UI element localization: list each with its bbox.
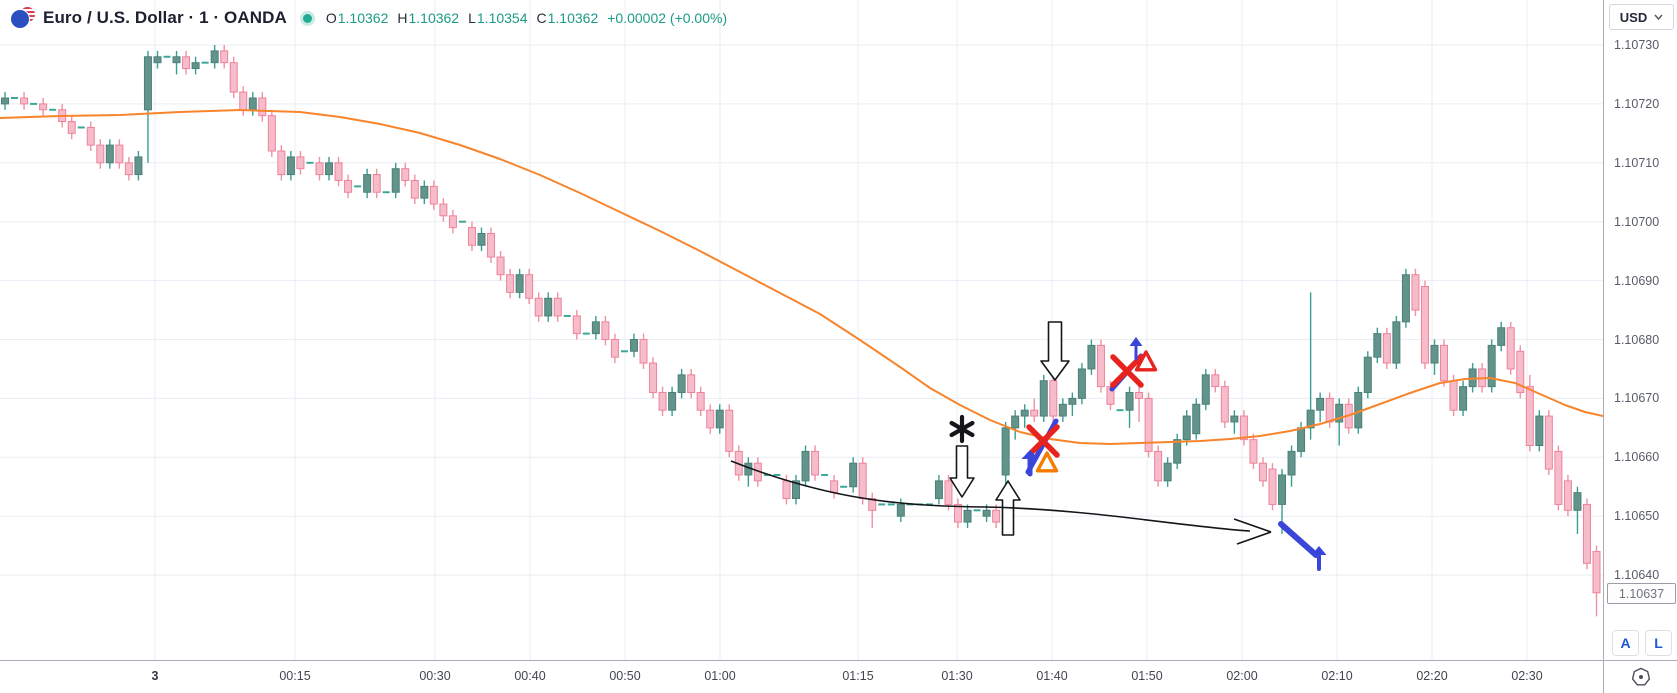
hollow-down-arrow-small: [949, 445, 975, 498]
price-axis-label: 1.10640: [1614, 568, 1660, 583]
axis-corner[interactable]: [1603, 660, 1677, 693]
ohlc-o: O1.10362: [325, 10, 389, 26]
price-axis-label: 1.10660: [1614, 450, 1660, 465]
candlestick-chart[interactable]: Euro / U.S. Dollar · 1 · OANDA O1.10362 H…: [0, 0, 1603, 660]
price-axis-label: 1.10690: [1614, 273, 1660, 288]
time-axis-label: 01:15: [842, 669, 874, 683]
eurusd-pair-icon: [10, 7, 36, 29]
time-axis-label: 02:30: [1511, 669, 1543, 683]
time-axis-label: 01:40: [1036, 669, 1068, 683]
symbol-title[interactable]: Euro / U.S. Dollar · 1 · OANDA: [43, 8, 287, 27]
price-axis-label: 1.10650: [1614, 509, 1660, 524]
time-axis-label: 01:50: [1131, 669, 1163, 683]
grid-layer: [0, 0, 1603, 660]
chart-canvas[interactable]: [0, 0, 1603, 660]
ma-line: [0, 109, 1603, 445]
long-curved-arrow: [730, 460, 1272, 545]
chevron-down-icon: [1654, 14, 1663, 20]
price-axis-label: 1.10700: [1614, 214, 1660, 229]
price-axis-label: 1.10730: [1614, 38, 1660, 52]
time-axis-label: 01:00: [704, 669, 736, 683]
price-axis-label: 1.10680: [1614, 332, 1660, 347]
hollow-down-arrow-large: [1040, 321, 1070, 381]
time-axis-label: 00:30: [419, 669, 451, 683]
eu-flag-icon: [10, 9, 30, 29]
ohlc-l: L1.10354: [468, 10, 528, 26]
time-axis-label: 02:20: [1416, 669, 1448, 683]
time-axis-label: 01:30: [941, 669, 973, 683]
time-axis-label: 00:15: [279, 669, 311, 683]
price-axis-label: 1.10710: [1614, 155, 1660, 170]
currency-dropdown[interactable]: USD: [1609, 4, 1674, 30]
time-axis-label: 00:50: [609, 669, 641, 683]
time-axis[interactable]: 3 00:15 00:30 00:40 00:50 01:00 01:15 01:30 01:4…: [0, 660, 1603, 693]
symbol-header: Euro / U.S. Dollar · 1 · OANDA O1.10362 H…: [10, 6, 727, 30]
ohlc-h: H1.10362: [397, 10, 460, 26]
price-axis[interactable]: USD 1.10730 1.10720 1.10710 1.10700 1.10690 1…: [1603, 0, 1677, 660]
blue-diagonal-3: [1278, 521, 1319, 558]
red-x-mark-2: [1110, 354, 1144, 388]
time-axis-label: 02:10: [1321, 669, 1353, 683]
time-axis-label: 00:40: [514, 669, 546, 683]
time-axis-label: 3: [151, 669, 159, 683]
timezone-settings-icon[interactable]: [1630, 666, 1652, 688]
red-triangle: [1134, 350, 1158, 372]
auto-scale-button[interactable]: A: [1612, 630, 1639, 656]
ohlc-values: O1.10362 H1.10362 L1.10354 C1.10362: [326, 10, 598, 26]
price-axis-label: 1.10720: [1614, 96, 1660, 111]
blue-up-arrow-3: [1311, 546, 1327, 571]
ohlc-c: C1.10362: [536, 10, 599, 26]
log-scale-button[interactable]: L: [1645, 630, 1672, 656]
price-axis-label: 1.10670: [1614, 391, 1660, 406]
price-change: +0.00002 (+0.00%): [607, 10, 728, 26]
candles-layer: [1, 45, 1601, 617]
blue-up-arrow-2: [1129, 337, 1143, 361]
current-price-badge: 1.10637: [1607, 583, 1676, 605]
orange-triangle: [1035, 451, 1059, 473]
asterisk-mark: [949, 414, 975, 444]
time-axis-label: 02:00: [1226, 669, 1258, 683]
red-x-mark-1: [1026, 424, 1060, 458]
currency-label: USD: [1619, 9, 1648, 25]
annotations-layer: [730, 321, 1327, 571]
blue-up-arrow-1: [1021, 450, 1039, 477]
market-status-dot[interactable]: [302, 13, 312, 23]
